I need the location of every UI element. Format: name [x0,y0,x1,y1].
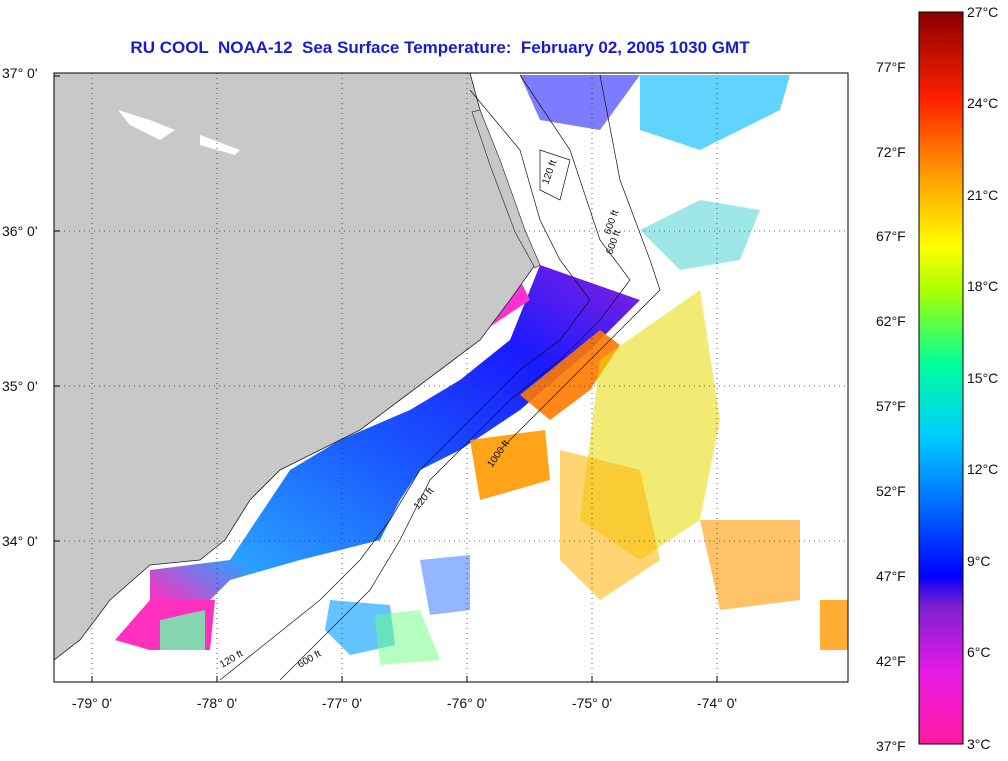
colorbar-celsius-label: 3°C [967,736,991,752]
colorbar [918,11,964,745]
lon-label: -77° 0' [322,695,362,711]
map-title: RU COOL NOAA-12 Sea Surface Temperature:… [130,38,750,57]
colorbar-celsius-label: 9°C [967,553,991,569]
colorbar-fahrenheit-label: 47°F [876,568,906,584]
lon-label: -74° 0' [697,695,737,711]
map-ticks [54,75,718,682]
colorbar-celsius-label: 24°C [967,95,998,111]
colorbar-celsius-label: 27°C [967,4,998,20]
colorbar-celsius-label: 6°C [967,644,991,660]
lon-label: -76° 0' [447,695,487,711]
lon-label: -75° 0' [572,695,612,711]
depth-contours [219,74,661,681]
lat-label: 37° 0' [2,65,38,81]
colorbar-celsius-label: 21°C [967,187,998,203]
colorbar-fahrenheit-label: 57°F [876,398,906,414]
colorbar-fahrenheit-label: 72°F [876,144,906,160]
colorbar-fahrenheit-label: 37°F [876,738,906,754]
colorbar-celsius-label: 15°C [967,370,998,386]
colorbar-celsius-label: 12°C [967,461,998,477]
lon-label: -78° 0' [197,695,237,711]
colorbar-fahrenheit-label: 52°F [876,483,906,499]
colorbar-fahrenheit-label: 42°F [876,653,906,669]
colorbar-celsius-label: 18°C [967,278,998,294]
colorbar-fahrenheit-label: 62°F [876,313,906,329]
lat-label: 34° 0' [2,533,38,549]
map-area: 120 ft 600 ft 1000 ft 120 ft 600 ft 120 … [54,73,848,682]
lat-label: 35° 0' [2,378,38,394]
map-frame [53,72,849,683]
colorbar-fahrenheit-label: 77°F [876,59,906,75]
colorbar-fahrenheit-label: 67°F [876,228,906,244]
lon-label: -79° 0' [72,695,112,711]
lat-label: 36° 0' [2,223,38,239]
